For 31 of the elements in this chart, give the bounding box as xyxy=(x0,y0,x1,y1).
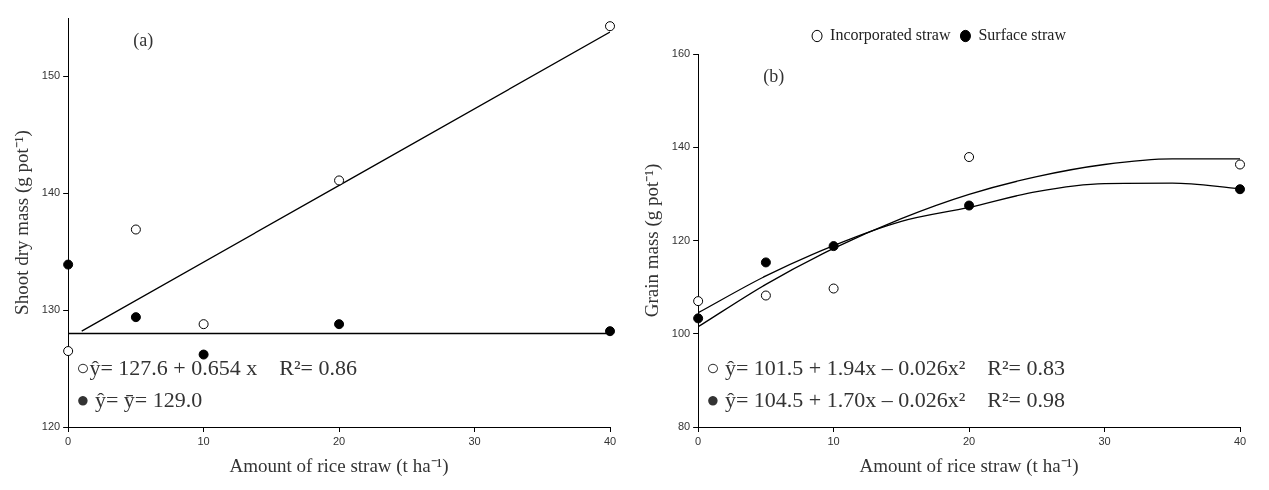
y-axis-title: Shoot dry mass (g pot⁻¹) xyxy=(11,130,34,315)
y-tick-label: 130 xyxy=(41,303,61,316)
y-tick-label: 150 xyxy=(41,69,61,82)
annotation: ● ŷ= 104.5 + 1.70x – 0.026x² R²= 0.98 xyxy=(706,387,1066,413)
x-tick-label: 20 xyxy=(962,434,976,447)
x-tick-label: 0 xyxy=(65,434,72,447)
y-tick-label: 100 xyxy=(671,326,691,339)
annotation: ○ ŷ= 101.5 + 1.94x – 0.026x² R²= 0.83 xyxy=(706,355,1066,381)
y-tick-label: 80 xyxy=(677,420,691,433)
legend-label: Surface straw xyxy=(978,26,1067,44)
y-tick-label: 120 xyxy=(41,420,61,433)
annotation: ○ŷ= 127.6 + 0.654 x R²= 0.86 xyxy=(76,355,357,381)
x-axis-title: Amount of rice straw (t ha⁻¹) xyxy=(859,454,1079,477)
legend-label: Incorporated straw xyxy=(830,26,951,45)
y-axis-title: Grain mass (g pot⁻¹) xyxy=(641,163,664,318)
x-tick-label: 30 xyxy=(468,434,481,447)
y-tick-label: 120 xyxy=(671,233,691,246)
y-tick-label: 160 xyxy=(671,47,691,60)
annotation: ● ŷ= ȳ= 129.0 xyxy=(76,387,203,413)
annotation: (a) xyxy=(133,30,154,51)
x-tick-label: 0 xyxy=(695,434,702,447)
x-tick-label: 40 xyxy=(603,434,617,447)
x-axis-title: Amount of rice straw (t ha⁻¹) xyxy=(229,454,449,477)
x-tick-label: 10 xyxy=(827,434,840,447)
x-tick-label: 40 xyxy=(1233,434,1247,447)
annotation: (b) xyxy=(763,66,785,87)
y-tick-label: 140 xyxy=(41,186,61,199)
x-tick-label: 10 xyxy=(197,434,210,447)
x-tick-label: 20 xyxy=(332,434,346,447)
y-tick-label: 140 xyxy=(671,140,691,153)
x-tick-label: 30 xyxy=(1098,434,1111,447)
